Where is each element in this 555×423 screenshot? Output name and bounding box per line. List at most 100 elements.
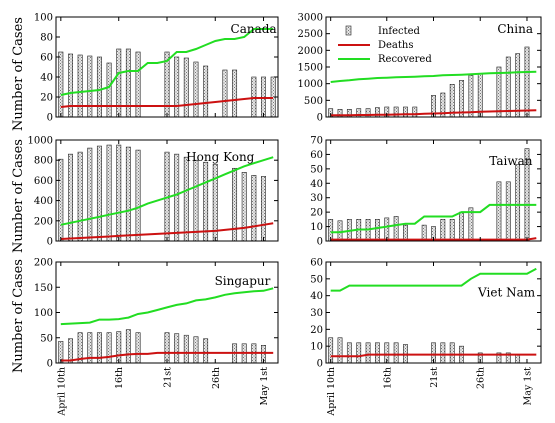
y-tick-label: 800	[34, 156, 53, 167]
infected-bar	[496, 66, 502, 118]
y-tick-label: 400	[34, 196, 53, 207]
infected-bar	[125, 329, 131, 364]
y-tick-label: 20	[40, 93, 53, 104]
y-tick-label: 100	[34, 308, 53, 319]
y-tick-label: 0	[317, 237, 323, 248]
y-tick-label: 3000	[298, 13, 323, 24]
y-tick-label: 40	[40, 73, 53, 84]
legend-infected-label: Infected	[378, 26, 421, 37]
deaths-line	[330, 353, 537, 358]
x-tick-label: April 10th	[56, 367, 67, 417]
legend-recovered-label: Recovered	[378, 54, 432, 65]
infected-bar	[106, 144, 112, 242]
infected-bar	[203, 65, 209, 118]
infected-bar	[459, 211, 464, 242]
y-tick-label: 10	[310, 222, 323, 233]
infected-bar	[135, 149, 141, 242]
infected-bar	[106, 332, 112, 364]
y-tick-label: 70	[310, 136, 323, 147]
y-tick-label: 500	[304, 96, 323, 107]
y-tick-label: 60	[310, 258, 323, 269]
infected-bar	[77, 151, 83, 242]
infected-bar	[87, 147, 93, 242]
panel-china: 0 500 1000 1500 2000 2500 3000 China	[298, 13, 542, 124]
infected-bar	[505, 181, 511, 242]
x-tick-label: 26th	[476, 367, 487, 389]
recovered-line	[330, 70, 537, 83]
infected-bar	[346, 342, 352, 364]
y-tick-label: 200	[34, 258, 53, 269]
panel-title-china: China	[497, 22, 533, 36]
y-tick-label: 40	[310, 179, 323, 190]
recovered-line	[60, 156, 274, 226]
infected-bar	[515, 53, 521, 118]
infected-bar	[116, 144, 122, 242]
infected-bar	[58, 158, 64, 242]
y-tick-label: 1500	[298, 63, 323, 74]
y-tick-label: 0	[317, 113, 323, 124]
y-tick-label: 200	[34, 216, 53, 227]
infected-bar	[449, 342, 455, 364]
infected-bar	[375, 342, 380, 364]
panel-title-hong-kong: Hong Kong	[186, 150, 255, 164]
infected-bar	[174, 56, 180, 118]
y-tick-label: 40	[310, 291, 323, 302]
x-tick-label: April 10th	[326, 367, 337, 417]
infected-bar	[440, 219, 446, 242]
infected-bar	[203, 338, 209, 364]
infected-bar	[183, 57, 189, 118]
x-tick-label: 16th	[114, 367, 125, 389]
infected-bar	[365, 342, 371, 364]
y-tick-label: 0	[47, 237, 53, 248]
panel-title-taiwan: Taiwan	[489, 154, 532, 168]
y-tick-label: 50	[310, 164, 323, 175]
infected-bar	[125, 146, 131, 242]
infected-bar	[96, 145, 102, 242]
infected-bar	[403, 106, 408, 118]
infected-bar	[193, 61, 199, 118]
y-axis-label-middle: Number of Cases	[11, 139, 26, 253]
infected-bar	[193, 336, 199, 364]
legend-deaths-label: Deaths	[378, 40, 414, 51]
recovered-line	[60, 28, 274, 96]
panel-title-singapur: Singapur	[215, 274, 271, 288]
y-tick-label: 150	[34, 283, 53, 294]
recovered-line	[60, 287, 274, 326]
panel-title-canada: Canada	[231, 22, 277, 36]
deaths-line	[60, 97, 274, 108]
y-axis-label-top: Number of Cases	[11, 17, 26, 131]
infected-bar	[203, 161, 209, 242]
infected-bar	[135, 51, 141, 118]
infected-bar	[174, 153, 180, 242]
y-tick-label: 600	[34, 176, 53, 187]
infected-bar	[515, 354, 521, 364]
x-tick-label: May 1st	[259, 367, 270, 406]
panel-singapur: 0 50 100 150 200 April 10th 16th 21st 26th May 1s…	[34, 258, 279, 417]
infected-bar	[337, 337, 343, 364]
x-tick-label: 26th	[211, 367, 222, 389]
y-tick-label: 30	[310, 308, 323, 319]
y-tick-label: 60	[310, 150, 323, 161]
infected-bar	[116, 331, 122, 364]
infected-bar	[164, 332, 170, 364]
infected-bar	[96, 56, 102, 118]
infected-bar	[232, 167, 238, 242]
infected-bar	[135, 332, 141, 364]
infected-bar	[106, 62, 112, 118]
infected-bar	[68, 53, 73, 118]
y-tick-label: 2000	[298, 46, 323, 57]
y-tick-label: 60	[40, 53, 53, 64]
recovered-line	[330, 203, 537, 234]
y-tick-label: 10	[310, 342, 323, 353]
infected-bar	[505, 56, 511, 118]
infected-bar	[412, 106, 418, 118]
legend-infected-swatch	[345, 25, 352, 36]
y-tick-label: 0	[47, 359, 53, 370]
panel-title-viet-nam: Viet Nam	[477, 285, 536, 299]
y-tick-label: 1000	[28, 136, 53, 147]
infected-bar	[212, 163, 218, 242]
deaths-line	[60, 351, 274, 362]
panel-taiwan: 0 10 20 30 40 50 60 70 Taiwan	[310, 136, 542, 248]
infected-bar	[77, 54, 83, 118]
